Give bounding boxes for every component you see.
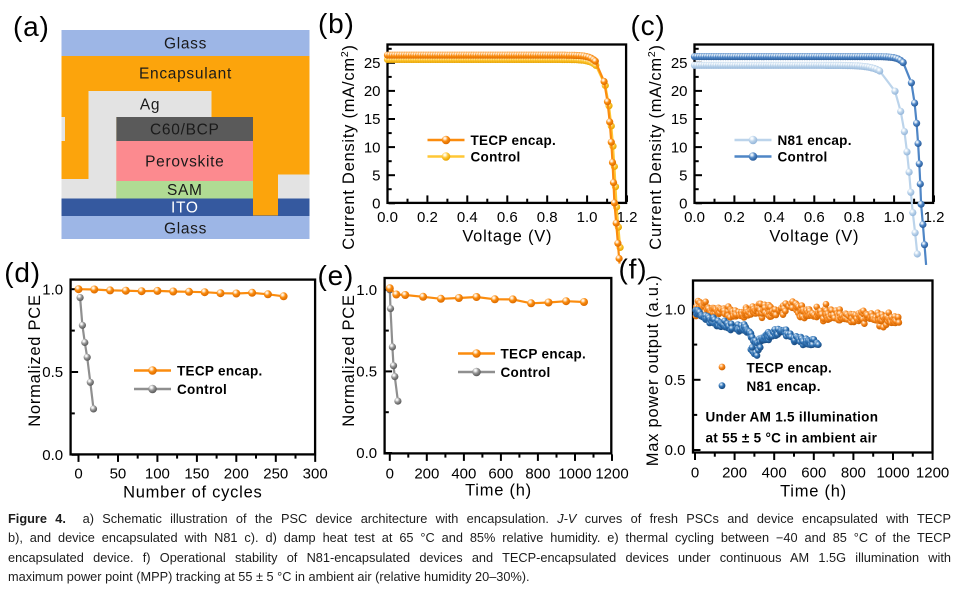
svg-text:Time (h): Time (h) xyxy=(465,482,532,500)
svg-text:0.5: 0.5 xyxy=(42,364,63,381)
svg-text:0.6: 0.6 xyxy=(804,209,825,226)
svg-text:300: 300 xyxy=(303,466,328,483)
svg-text:Current Density (mA/cm2): Current Density (mA/cm2) xyxy=(646,44,665,249)
svg-text:Control: Control xyxy=(778,149,828,164)
svg-text:TECP encap.: TECP encap. xyxy=(747,361,833,376)
svg-text:(a): (a) xyxy=(13,11,50,42)
svg-text:200: 200 xyxy=(224,466,249,483)
svg-text:20: 20 xyxy=(364,83,381,100)
svg-text:Control: Control xyxy=(471,149,521,164)
svg-text:400: 400 xyxy=(762,465,787,482)
svg-text:250: 250 xyxy=(263,466,288,483)
svg-text:0: 0 xyxy=(691,465,699,482)
svg-text:Normalized PCE: Normalized PCE xyxy=(26,294,44,426)
svg-text:1.0: 1.0 xyxy=(884,209,905,226)
svg-text:400: 400 xyxy=(451,466,476,483)
svg-text:10: 10 xyxy=(364,139,381,156)
svg-text:TECP encap.: TECP encap. xyxy=(501,346,587,361)
svg-text:0.8: 0.8 xyxy=(844,209,865,226)
svg-text:200: 200 xyxy=(722,465,747,482)
svg-text:1.0: 1.0 xyxy=(577,209,598,226)
svg-text:0: 0 xyxy=(372,196,380,213)
svg-text:0.0: 0.0 xyxy=(684,209,705,226)
svg-text:0: 0 xyxy=(386,466,394,483)
svg-text:Max power output (a.u.): Max power output (a.u.) xyxy=(644,275,662,467)
svg-text:Normalized PCE: Normalized PCE xyxy=(340,294,358,426)
svg-text:Current Density (mA/cm2): Current Density (mA/cm2) xyxy=(339,44,358,249)
svg-text:200: 200 xyxy=(414,466,439,483)
svg-text:1.0: 1.0 xyxy=(665,302,686,319)
svg-text:Time (h): Time (h) xyxy=(780,483,847,501)
svg-text:15: 15 xyxy=(364,111,381,128)
svg-text:0.0: 0.0 xyxy=(665,442,686,459)
svg-text:Control: Control xyxy=(177,382,227,397)
svg-text:800: 800 xyxy=(841,465,866,482)
svg-text:20: 20 xyxy=(671,83,688,100)
svg-text:at 55 ± 5 °C in ambient air: at 55 ± 5 °C in ambient air xyxy=(706,431,878,446)
svg-text:1.2: 1.2 xyxy=(617,209,638,226)
svg-text:5: 5 xyxy=(679,167,687,184)
svg-text:600: 600 xyxy=(488,466,513,483)
svg-text:Glass: Glass xyxy=(164,36,207,53)
svg-text:Glass: Glass xyxy=(164,221,207,238)
svg-text:1000: 1000 xyxy=(558,466,591,483)
svg-text:Voltage (V): Voltage (V) xyxy=(462,228,552,246)
svg-text:Number of cycles: Number of cycles xyxy=(123,484,262,502)
svg-text:N81 encap.: N81 encap. xyxy=(778,133,852,148)
svg-text:Encapsulant: Encapsulant xyxy=(139,66,232,83)
svg-text:0.2: 0.2 xyxy=(724,209,745,226)
svg-text:0.0: 0.0 xyxy=(42,447,63,464)
svg-text:1.2: 1.2 xyxy=(924,209,945,226)
svg-text:25: 25 xyxy=(364,55,381,72)
svg-text:1.0: 1.0 xyxy=(42,281,63,298)
svg-text:100: 100 xyxy=(145,466,170,483)
svg-text:25: 25 xyxy=(671,55,688,72)
svg-text:C60/BCP: C60/BCP xyxy=(150,122,220,139)
svg-text:10: 10 xyxy=(671,139,688,156)
svg-text:15: 15 xyxy=(671,111,688,128)
svg-text:150: 150 xyxy=(184,466,209,483)
svg-text:0.5: 0.5 xyxy=(356,364,377,381)
svg-text:800: 800 xyxy=(525,466,550,483)
svg-text:(b): (b) xyxy=(318,8,355,39)
svg-text:Perovskite: Perovskite xyxy=(145,154,224,171)
svg-text:0: 0 xyxy=(679,196,687,213)
svg-text:0.0: 0.0 xyxy=(377,209,398,226)
svg-text:600: 600 xyxy=(801,465,826,482)
svg-text:1000: 1000 xyxy=(876,465,909,482)
svg-text:Ag: Ag xyxy=(140,97,160,114)
svg-text:N81 encap.: N81 encap. xyxy=(747,379,821,394)
svg-text:SAM: SAM xyxy=(167,182,203,199)
svg-text:50: 50 xyxy=(110,466,127,483)
svg-text:5: 5 xyxy=(372,167,380,184)
svg-text:Control: Control xyxy=(501,365,551,380)
svg-text:1.0: 1.0 xyxy=(356,282,377,299)
svg-text:0: 0 xyxy=(74,466,82,483)
svg-text:1200: 1200 xyxy=(916,465,949,482)
svg-text:(f): (f) xyxy=(619,254,648,285)
svg-text:Under AM 1.5 illumination: Under AM 1.5 illumination xyxy=(706,410,879,425)
svg-text:0.2: 0.2 xyxy=(417,209,438,226)
svg-text:(c): (c) xyxy=(631,10,666,41)
svg-text:TECP encap.: TECP encap. xyxy=(471,133,557,148)
svg-text:(e): (e) xyxy=(318,260,355,291)
svg-text:ITO: ITO xyxy=(171,200,199,217)
svg-text:0.4: 0.4 xyxy=(457,209,478,226)
svg-text:TECP encap.: TECP encap. xyxy=(177,363,263,378)
svg-text:(d): (d) xyxy=(4,257,41,288)
svg-text:0.6: 0.6 xyxy=(497,209,518,226)
svg-text:0.0: 0.0 xyxy=(356,445,377,462)
svg-text:Voltage (V): Voltage (V) xyxy=(769,228,859,246)
svg-text:0.5: 0.5 xyxy=(665,372,686,389)
svg-text:1200: 1200 xyxy=(595,466,628,483)
svg-text:0.8: 0.8 xyxy=(537,209,558,226)
svg-text:0.4: 0.4 xyxy=(764,209,785,226)
